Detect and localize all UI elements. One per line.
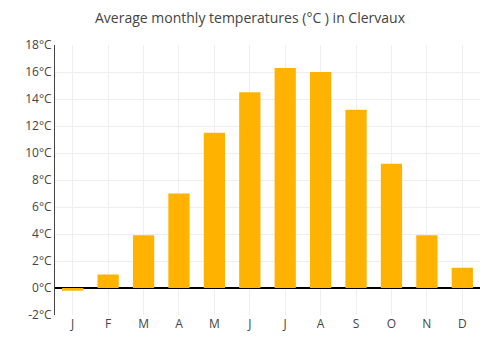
svg-text:4°C: 4°C [32, 225, 52, 242]
svg-text:10°C: 10°C [25, 144, 52, 161]
svg-text:O: O [387, 315, 396, 332]
svg-text:N: N [422, 315, 431, 332]
svg-text:M: M [138, 315, 149, 332]
svg-text:M: M [209, 315, 220, 332]
svg-text:J: J [283, 315, 287, 332]
svg-text:0°C: 0°C [32, 279, 52, 296]
svg-text:14°C: 14°C [25, 90, 52, 107]
svg-text:12°C: 12°C [25, 117, 52, 134]
svg-text:A: A [317, 315, 325, 332]
svg-text:2°C: 2°C [32, 252, 52, 269]
svg-text:J: J [70, 315, 74, 332]
svg-text:A: A [175, 315, 183, 332]
svg-text:F: F [105, 315, 111, 332]
svg-text:Average monthly temperatures (: Average monthly temperatures (°C ) in Cl… [95, 8, 406, 27]
svg-text:16°C: 16°C [25, 63, 52, 80]
svg-text:8°C: 8°C [32, 171, 52, 188]
svg-text:6°C: 6°C [32, 198, 52, 215]
svg-text:S: S [353, 315, 360, 332]
svg-text:18°C: 18°C [25, 36, 52, 53]
svg-text:D: D [458, 315, 467, 332]
svg-text:J: J [247, 315, 251, 332]
svg-text:-2°C: -2°C [28, 306, 52, 323]
